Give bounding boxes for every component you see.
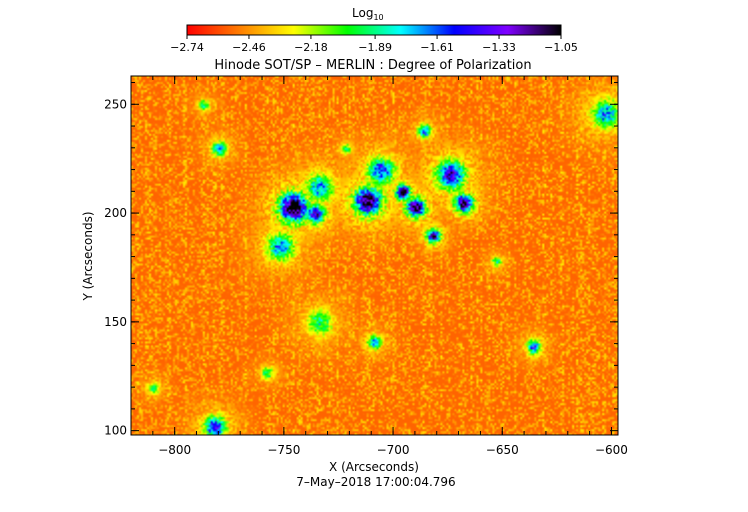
y-tick-label: 150 — [104, 315, 127, 329]
y-tick-label: 100 — [104, 424, 127, 438]
x-tick-label: −750 — [267, 443, 300, 457]
x-tick-label: −800 — [158, 443, 191, 457]
timestamp-footer: 7–May–2018 17:00:04.796 — [296, 475, 455, 489]
plot-frame — [130, 75, 619, 436]
colorbar-frame — [186, 24, 562, 36]
colorbar-tick-label: −1.05 — [544, 41, 578, 54]
x-tick-label: −600 — [595, 443, 628, 457]
heatmap-image — [131, 76, 618, 435]
colorbar: Log10 −2.74 −2.46 −2.18 −1.89 −1.61 −1.33 −1.0… — [170, 6, 578, 54]
colorbar-label-main: Log — [352, 6, 373, 20]
x-axis-label: X (Arcseconds) — [329, 460, 419, 474]
plot-area: −800 −750 −700 −650 −600 100 150 200 250 — [104, 75, 628, 457]
x-tick-label: −700 — [377, 443, 410, 457]
chart-title: Hinode SOT/SP – MERLIN : Degree of Polar… — [214, 58, 531, 73]
x-tick-label: −650 — [486, 443, 519, 457]
colorbar-tick-label: −1.61 — [420, 41, 454, 54]
colorbar-tick-label: −1.89 — [358, 41, 392, 54]
colorbar-tick-label: −2.74 — [170, 41, 204, 54]
y-axis: 100 150 200 250 — [104, 82, 618, 438]
y-axis-label: Y (Arcseconds) — [81, 211, 95, 301]
colorbar-tick-label: −2.46 — [232, 41, 266, 54]
colorbar-label-sub: 10 — [373, 13, 383, 22]
colorbar-tick-label: −2.18 — [294, 41, 328, 54]
colorbar-bar — [187, 25, 561, 35]
colorbar-label: Log10 — [352, 6, 384, 22]
y-tick-label: 250 — [104, 97, 127, 111]
colorbar-tick-label: −1.33 — [482, 41, 516, 54]
x-axis: −800 −750 −700 −650 −600 — [152, 76, 628, 457]
colorbar-ticks: −2.74 −2.46 −2.18 −1.89 −1.61 −1.33 −1.05 — [170, 35, 578, 54]
y-tick-label: 200 — [104, 206, 127, 220]
